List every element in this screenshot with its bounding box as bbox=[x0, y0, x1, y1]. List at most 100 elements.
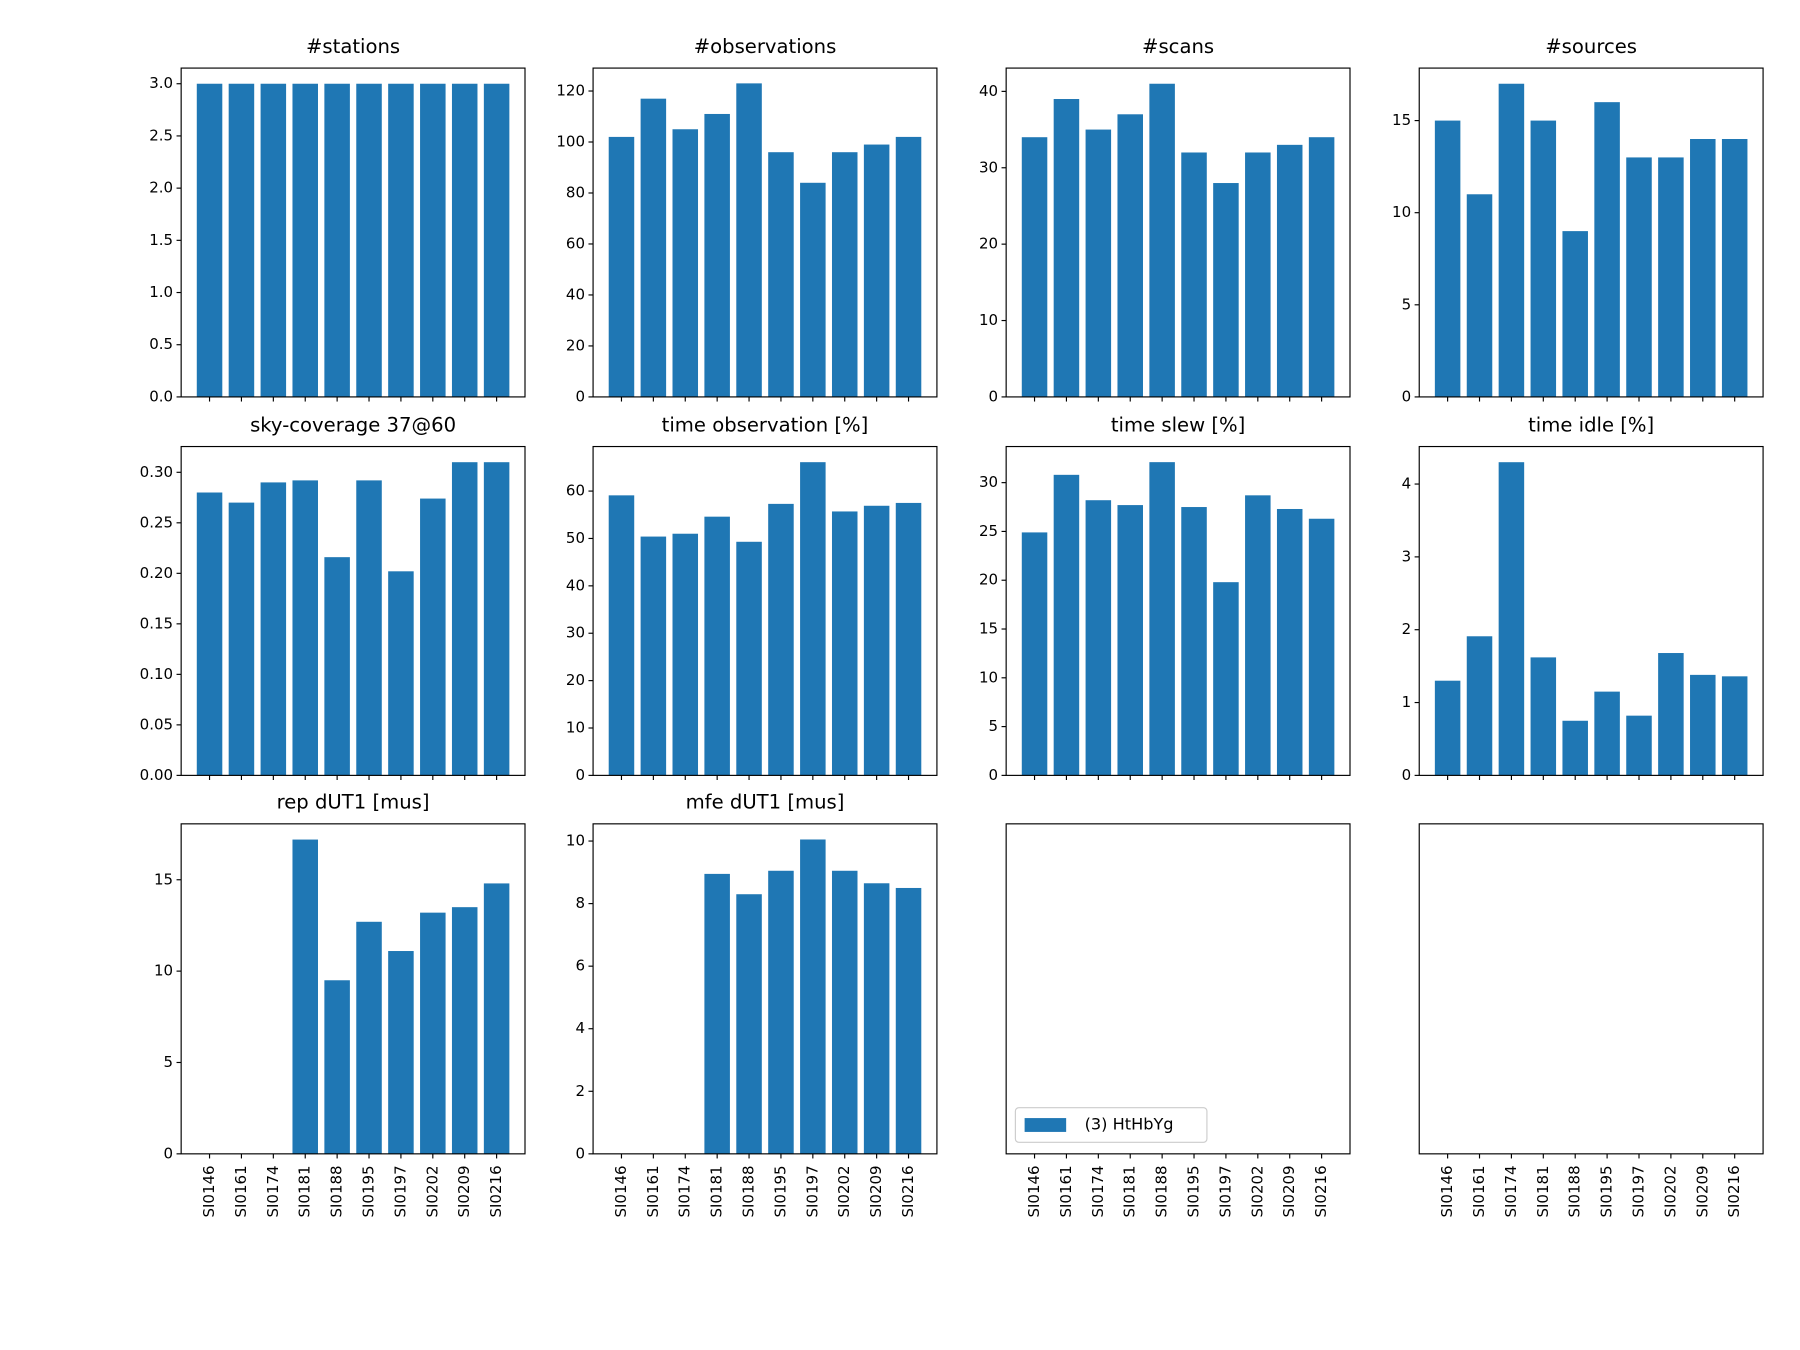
bar bbox=[1213, 582, 1239, 776]
chart-title: #scans bbox=[1142, 35, 1214, 58]
axes-frame bbox=[592, 67, 938, 398]
bar bbox=[1594, 691, 1620, 776]
bar bbox=[672, 129, 699, 397]
x-tick-label: SI0202 bbox=[835, 1165, 853, 1217]
bar bbox=[1245, 152, 1271, 397]
bar bbox=[1276, 144, 1303, 397]
bar bbox=[608, 136, 635, 397]
x-tick-label: SI0209 bbox=[867, 1165, 885, 1217]
bar bbox=[1276, 508, 1303, 776]
bar bbox=[1658, 157, 1684, 397]
bar bbox=[736, 541, 762, 776]
x-tick-label: SI0161 bbox=[644, 1165, 662, 1217]
bar bbox=[196, 492, 223, 776]
bar bbox=[1626, 157, 1652, 397]
y-tick-label: 15 bbox=[979, 620, 998, 638]
x-tick-label: SI0181 bbox=[708, 1165, 726, 1217]
y-tick-label: 10 bbox=[979, 668, 998, 686]
bar bbox=[420, 912, 446, 1154]
bar bbox=[260, 83, 287, 397]
y-tick-label: 30 bbox=[566, 624, 585, 642]
bar bbox=[1658, 653, 1684, 776]
bar bbox=[388, 951, 414, 1154]
y-tick-label: 2.0 bbox=[149, 179, 173, 197]
x-tick-label: SI0161 bbox=[232, 1165, 250, 1217]
y-tick-label: 60 bbox=[566, 234, 585, 252]
x-tick-label: SI0202 bbox=[423, 1165, 441, 1217]
y-tick-label: 30 bbox=[979, 158, 998, 176]
bar bbox=[483, 462, 510, 776]
x-tick-label: SI0174 bbox=[1502, 1165, 1520, 1217]
bar bbox=[736, 83, 762, 397]
y-tick-label: 0.05 bbox=[140, 715, 173, 733]
y-tick-label: 4 bbox=[1402, 475, 1412, 493]
y-tick-label: 1.0 bbox=[149, 283, 173, 301]
x-tick-label: SI0188 bbox=[1153, 1165, 1171, 1217]
bar bbox=[1308, 518, 1335, 776]
bar bbox=[196, 83, 223, 397]
y-tick-label: 10 bbox=[154, 962, 173, 980]
bar bbox=[1021, 137, 1048, 397]
bar bbox=[704, 873, 730, 1154]
y-tick-label: 0.0 bbox=[149, 387, 173, 405]
y-tick-label: 1 bbox=[1402, 693, 1412, 711]
x-tick-label: SI0195 bbox=[1598, 1165, 1616, 1217]
bar bbox=[356, 480, 382, 776]
y-tick-label: 100 bbox=[556, 133, 585, 151]
bar bbox=[831, 511, 858, 776]
bar bbox=[483, 83, 510, 397]
bar bbox=[1117, 505, 1143, 776]
y-tick-label: 2 bbox=[1402, 620, 1412, 638]
axes-frame bbox=[1005, 823, 1351, 1155]
bar bbox=[640, 536, 667, 776]
bar bbox=[1466, 636, 1493, 776]
chart-title: time slew [%] bbox=[1111, 413, 1245, 436]
y-tick-label: 5 bbox=[989, 717, 999, 735]
x-tick-label: SI0195 bbox=[360, 1165, 378, 1217]
chart-title: mfe dUT1 [mus] bbox=[686, 791, 845, 814]
axes-frame bbox=[1418, 445, 1764, 776]
bar bbox=[736, 894, 762, 1154]
bar bbox=[1053, 474, 1080, 776]
y-tick-label: 0 bbox=[989, 766, 999, 784]
legend-swatch bbox=[1024, 1118, 1067, 1132]
y-tick-label: 40 bbox=[979, 82, 998, 100]
y-tick-label: 0.30 bbox=[140, 463, 173, 481]
bar bbox=[1085, 129, 1112, 397]
x-tick-label: SI0161 bbox=[1470, 1165, 1488, 1217]
y-tick-label: 0.00 bbox=[140, 766, 173, 784]
x-tick-label: SI0202 bbox=[1661, 1165, 1679, 1217]
y-tick-label: 3.0 bbox=[149, 74, 173, 92]
y-tick-label: 5 bbox=[164, 1053, 174, 1071]
bar bbox=[1181, 507, 1207, 776]
y-tick-label: 0 bbox=[1402, 387, 1412, 405]
chart-title: #sources bbox=[1545, 35, 1637, 58]
x-tick-label: SI0197 bbox=[1216, 1165, 1234, 1217]
y-tick-label: 0.20 bbox=[140, 564, 173, 582]
bar bbox=[420, 498, 446, 776]
x-tick-label: SI0216 bbox=[1725, 1165, 1743, 1217]
axes-frame bbox=[592, 445, 938, 776]
bar bbox=[1562, 720, 1588, 776]
bar bbox=[1690, 139, 1716, 397]
y-tick-label: 2.5 bbox=[149, 126, 173, 144]
x-tick-label: SI0188 bbox=[1566, 1165, 1584, 1217]
y-tick-label: 5 bbox=[1402, 295, 1412, 313]
bar bbox=[292, 839, 318, 1154]
bar bbox=[1626, 715, 1652, 776]
chart-title: time idle [%] bbox=[1528, 413, 1654, 436]
legend-label: (3) HtHbYg bbox=[1085, 1115, 1174, 1134]
bar bbox=[1434, 120, 1461, 397]
bar bbox=[228, 83, 255, 397]
y-tick-label: 6 bbox=[575, 957, 585, 975]
axes-frame bbox=[180, 67, 526, 398]
bar bbox=[356, 921, 382, 1154]
bar bbox=[1562, 231, 1588, 397]
y-tick-label: 0 bbox=[575, 1144, 585, 1162]
y-tick-label: 10 bbox=[566, 832, 585, 850]
bar bbox=[768, 503, 794, 776]
x-tick-label: SI0209 bbox=[455, 1165, 473, 1217]
y-tick-label: 0 bbox=[575, 387, 585, 405]
bar bbox=[292, 480, 318, 776]
axes-frame bbox=[592, 823, 938, 1155]
